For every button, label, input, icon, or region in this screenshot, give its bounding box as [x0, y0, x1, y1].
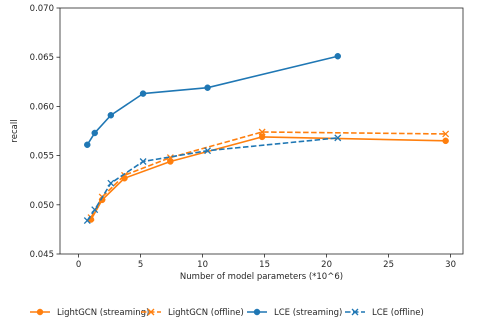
data-point-stroke	[442, 130, 450, 138]
data-point	[334, 134, 342, 142]
x-tick-label: 15	[259, 260, 270, 270]
x-tick-label: 0	[76, 260, 81, 270]
x-tick-label: 5	[138, 260, 143, 270]
data-point	[258, 128, 266, 136]
legend-item: LightGCN (offline)	[141, 308, 244, 318]
data-point	[84, 141, 91, 149]
data-point	[167, 158, 174, 165]
series-line	[90, 136, 446, 220]
legend-item: LCE (streaming)	[247, 308, 342, 318]
data-point	[107, 112, 115, 119]
x-tick-label: 25	[383, 260, 394, 270]
data-point-stroke	[121, 171, 128, 179]
y-tick-label: 0.070	[30, 4, 54, 14]
x-tick-label: 30	[445, 260, 456, 270]
y-tick-label: 0.065	[30, 53, 54, 63]
data-point	[442, 130, 450, 138]
data-point	[91, 129, 98, 137]
data-point	[334, 52, 342, 60]
x-tick-label: 10	[197, 260, 208, 270]
legend-marker-stroke	[351, 308, 359, 316]
legend-label: LightGCN (streaming)	[57, 308, 149, 318]
y-tick-label: 0.060	[30, 102, 54, 112]
series-1	[87, 128, 450, 222]
data-point-stroke	[91, 206, 99, 214]
data-point	[91, 206, 99, 214]
y-axis-label: recall	[10, 119, 20, 142]
data-point	[204, 147, 212, 155]
legend-label: LCE (offline)	[372, 308, 424, 318]
data-point	[107, 179, 115, 187]
series-2	[84, 52, 342, 149]
legend-marker	[253, 308, 261, 316]
data-point-stroke	[83, 217, 91, 225]
series-3	[83, 134, 342, 225]
data-point-stroke	[107, 179, 115, 187]
data-point	[121, 171, 128, 179]
data-point	[139, 90, 147, 97]
legend-marker	[36, 308, 44, 316]
data-point	[204, 84, 211, 91]
legend-item: LightGCN (streaming)	[30, 308, 149, 318]
data-point	[442, 137, 449, 145]
plot-frame	[59, 7, 464, 255]
data-point	[83, 217, 91, 225]
y-tick-label: 0.045	[30, 250, 54, 260]
data-point-stroke	[139, 158, 147, 165]
data-point	[139, 158, 147, 165]
series-0	[87, 133, 449, 223]
legend-marker	[351, 308, 359, 316]
data-point-stroke	[204, 147, 212, 155]
series-layer	[83, 52, 450, 225]
series-line	[86, 55, 338, 146]
x-axis-label: Number of model parameters (*10^6)	[180, 272, 343, 282]
legend-marker-stroke	[147, 308, 155, 316]
data-point	[166, 154, 174, 162]
plot-area: 0 5 10 15 20 25 30 0.045 0.050 0.055 0.060 0.065 0.0…	[10, 4, 464, 282]
data-point	[258, 133, 266, 141]
legend: LightGCN (streaming) LightGCN (offline) LC…	[30, 308, 424, 318]
legend-marker	[147, 308, 155, 316]
data-point-stroke	[258, 128, 266, 136]
y-tick-label: 0.055	[30, 152, 54, 162]
data-point-stroke	[166, 154, 174, 162]
legend-item: LCE (offline)	[345, 308, 424, 318]
y-tick-label: 0.050	[30, 201, 54, 211]
x-tick-label: 20	[321, 260, 332, 270]
data-point-stroke	[334, 134, 342, 142]
legend-label: LCE (streaming)	[274, 308, 342, 318]
legend-label: LightGCN (offline)	[168, 308, 244, 318]
